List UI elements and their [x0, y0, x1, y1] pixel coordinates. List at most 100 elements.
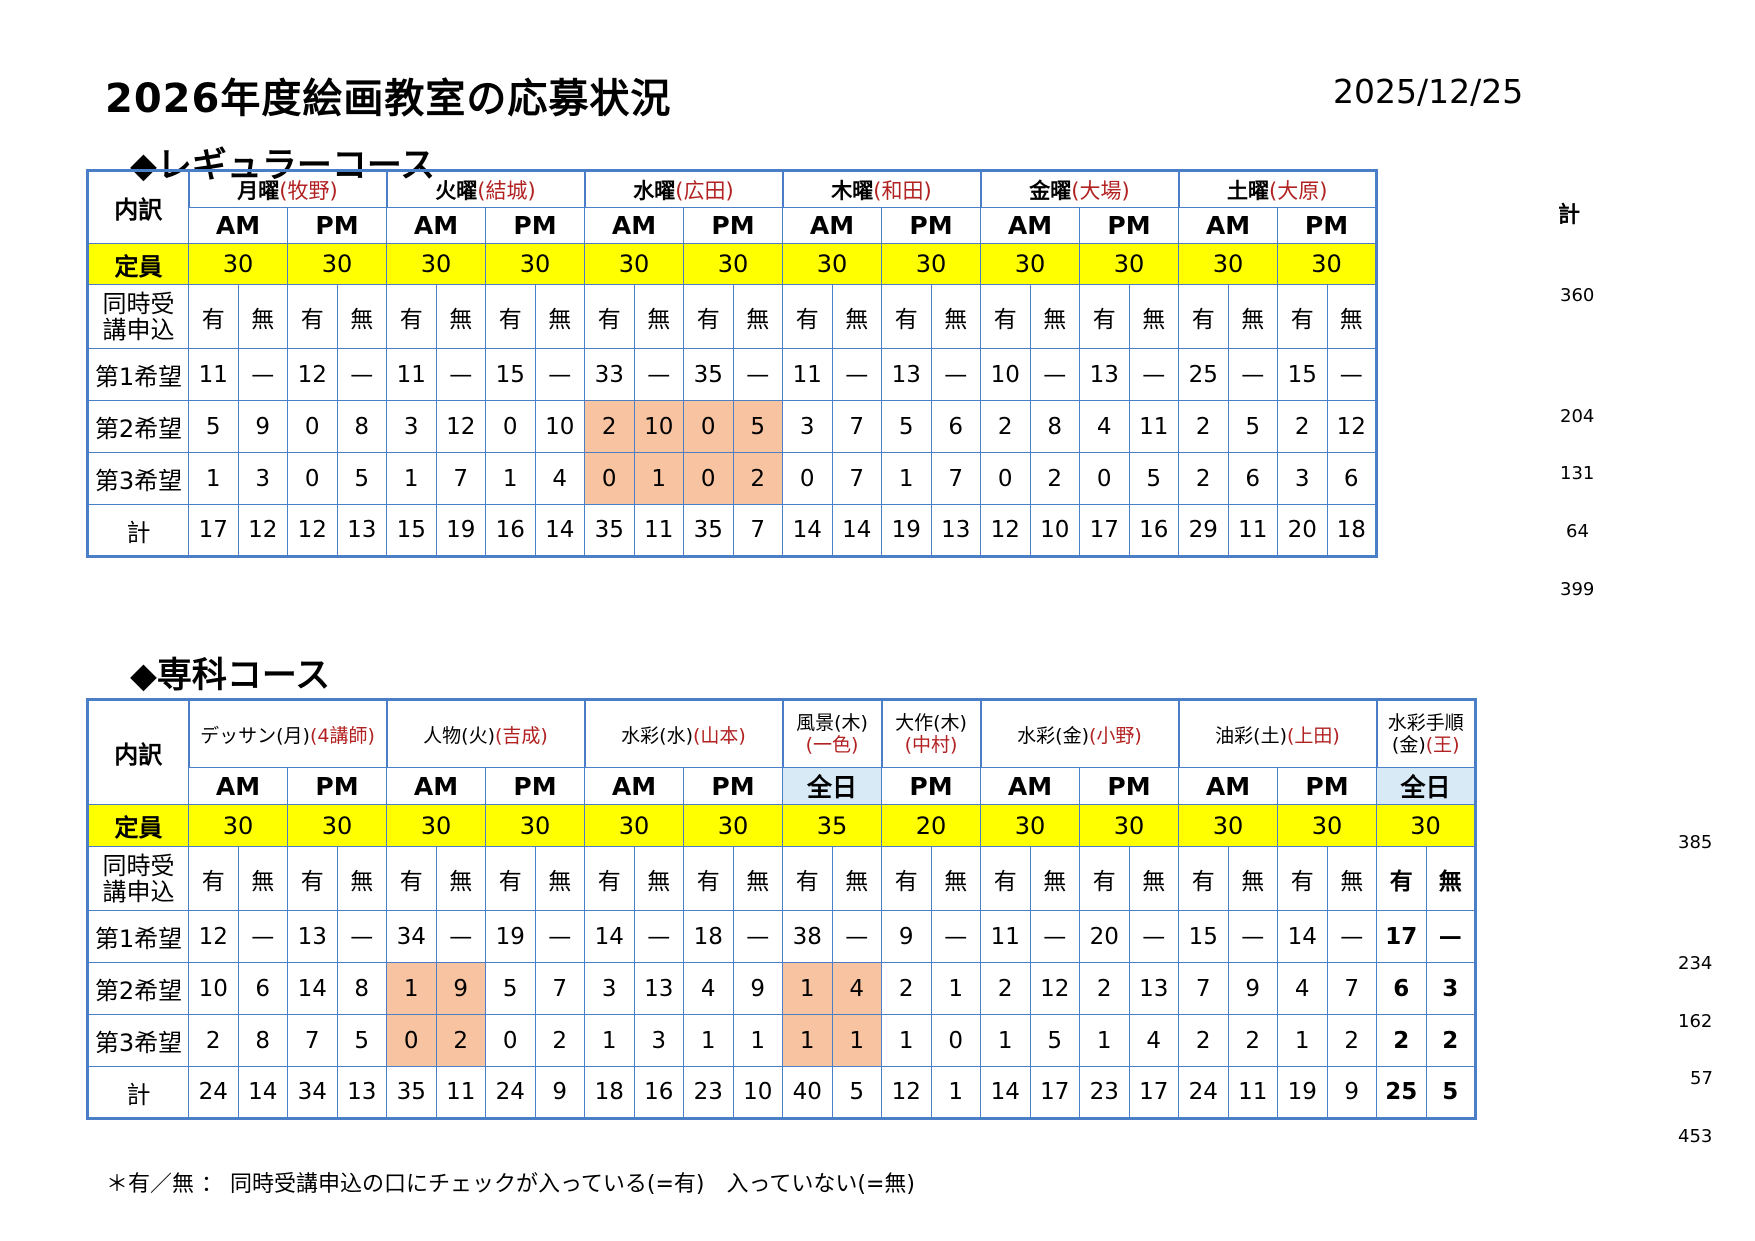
third-cell: 2 — [1326, 1014, 1377, 1067]
no-cell: 無 — [1425, 846, 1476, 911]
course-header-7: 水彩手順 (金)(王) — [1375, 699, 1476, 768]
third-cell: 2 — [1425, 1014, 1476, 1067]
third-cell: 1 — [831, 1014, 882, 1067]
third-cell: 7 — [435, 452, 486, 505]
total-cell: 40 — [782, 1066, 833, 1119]
second-cell: 14 — [287, 962, 338, 1015]
third-cell: 0 — [1079, 452, 1130, 505]
yes-cell: 有 — [188, 284, 239, 349]
total-cell: 16 — [1128, 504, 1179, 557]
first-cell: — — [930, 348, 981, 401]
no-cell: 無 — [237, 284, 288, 349]
session-1: PM — [287, 767, 387, 805]
session-row: AM PM AM PM AM PM AM PM AM PM AM PM — [88, 207, 1377, 244]
total-cell: 10 — [1029, 504, 1080, 557]
first-cell: 35 — [683, 348, 734, 401]
course-name: 水彩(金) — [1017, 724, 1089, 747]
session-7: PM — [881, 767, 981, 805]
first-row: 第1希望 11—12—11—15—33—35—11—13—10—13—25—15— — [87, 348, 1377, 401]
course-header-0: デッサン(月)(4講師) — [187, 699, 387, 768]
session-6: 全日 — [782, 767, 882, 805]
second-cell: 8 — [336, 962, 387, 1015]
course-name: 風景(木) — [796, 712, 868, 734]
third-cell: 2 — [188, 1014, 239, 1067]
first-cell: — — [237, 910, 288, 963]
first-cell: 38 — [782, 910, 833, 963]
second-cell: 2 — [1277, 400, 1328, 453]
first-cell: 15 — [485, 348, 536, 401]
third-cell: 1 — [881, 1014, 932, 1067]
day-name: 月曜 — [237, 178, 280, 203]
third-cell: 2 — [1376, 1014, 1427, 1067]
third-cell: 2 — [534, 1014, 585, 1067]
session-12: 全日 — [1376, 767, 1476, 805]
yes-cell: 有 — [980, 846, 1031, 911]
first-cell: 11 — [386, 348, 437, 401]
second-cell: 3 — [584, 962, 635, 1015]
total-row-label: 計 — [87, 504, 189, 557]
session-5: PM — [683, 207, 783, 244]
third-cell: 0 — [287, 452, 338, 505]
second-cell: 5 — [881, 400, 932, 453]
total-cell: 14 — [534, 504, 585, 557]
first-cell: — — [1326, 910, 1377, 963]
total-cell: 9 — [1326, 1066, 1377, 1119]
session-row: AM PM AM PM AM PM 全日 PM AM PM AM PM 全日 — [88, 767, 1476, 805]
no-cell: 無 — [1128, 284, 1179, 349]
no-cell: 無 — [1326, 284, 1377, 349]
total-cell: 25 — [1376, 1066, 1427, 1119]
total-cell: 11 — [435, 1066, 486, 1119]
first-cell: 14 — [1277, 910, 1328, 963]
session-6: AM — [782, 207, 882, 244]
no-cell: 無 — [534, 284, 585, 349]
yes-cell: 有 — [386, 284, 437, 349]
yes-cell: 有 — [1178, 846, 1229, 911]
regular-sum-second: 131 — [1560, 463, 1595, 484]
day-name: 水曜 — [633, 178, 676, 203]
total-cell: 16 — [485, 504, 536, 557]
third-cell: 0 — [782, 452, 833, 505]
day-header-2: 水曜(広田) — [583, 170, 783, 208]
special-sum-total: 453 — [1678, 1126, 1713, 1147]
day-name: 木曜 — [831, 178, 874, 203]
first-cell: 9 — [881, 910, 932, 963]
total-cell: 12 — [980, 504, 1031, 557]
third-cell: 4 — [1128, 1014, 1179, 1067]
course-header-1: 人物(火)(吉成) — [385, 699, 585, 768]
third-cell: 1 — [485, 452, 536, 505]
total-row: 計 17 12 12 13 15 19 16 14 35 11 35 7 14 14 19 13 12 10 17 16… — [87, 504, 1377, 557]
third-cell: 4 — [534, 452, 585, 505]
yes-cell: 有 — [1178, 284, 1229, 349]
first-cell: 15 — [1178, 910, 1229, 963]
teacher-name: (結城) — [477, 178, 536, 203]
first-cell: — — [237, 348, 288, 401]
second-cell: 1 — [386, 962, 437, 1015]
first-cell: — — [1425, 910, 1476, 963]
second-cell: 10 — [188, 962, 239, 1015]
third-cell: 3 — [1277, 452, 1328, 505]
capacity-cell: 30 — [980, 804, 1080, 847]
first-row-label: 第1希望 — [87, 348, 189, 401]
third-row-label-text: 第3希望 — [94, 1029, 183, 1057]
first-cell: 13 — [881, 348, 932, 401]
total-cell: 29 — [1178, 504, 1229, 557]
first-cell: 13 — [287, 910, 338, 963]
capacity-cell: 30 — [386, 243, 486, 285]
regular-sum-first: 204 — [1560, 406, 1595, 427]
regular-sum-header: 計 — [1558, 203, 1581, 228]
third-cell: 0 — [386, 1014, 437, 1067]
session-0: AM — [188, 767, 288, 805]
second-row-label-text: 第2希望 — [94, 415, 183, 443]
third-cell: 7 — [930, 452, 981, 505]
special-sum-second: 162 — [1678, 1011, 1713, 1032]
course-name: 水彩(水) — [621, 724, 693, 747]
third-cell: 6 — [1326, 452, 1377, 505]
second-cell: 3 — [782, 400, 833, 453]
total-cell: 17 — [1029, 1066, 1080, 1119]
course-header-5: 水彩(金)(小野) — [979, 699, 1179, 768]
header-row: 内訳 月曜(牧野) 火曜(結城) 水曜(広田) 木曜(和田) 金曜(大場) 土曜(大原) — [87, 170, 1377, 244]
third-cell: 5 — [1029, 1014, 1080, 1067]
total-cell: 10 — [732, 1066, 783, 1119]
second-row: 第2希望 5 9 0 8 3 12 0 10 2 10 0 5 3 7 5 6 2 8 4 11 2 5 2 12 — [87, 400, 1377, 453]
total-cell: 35 — [386, 1066, 437, 1119]
